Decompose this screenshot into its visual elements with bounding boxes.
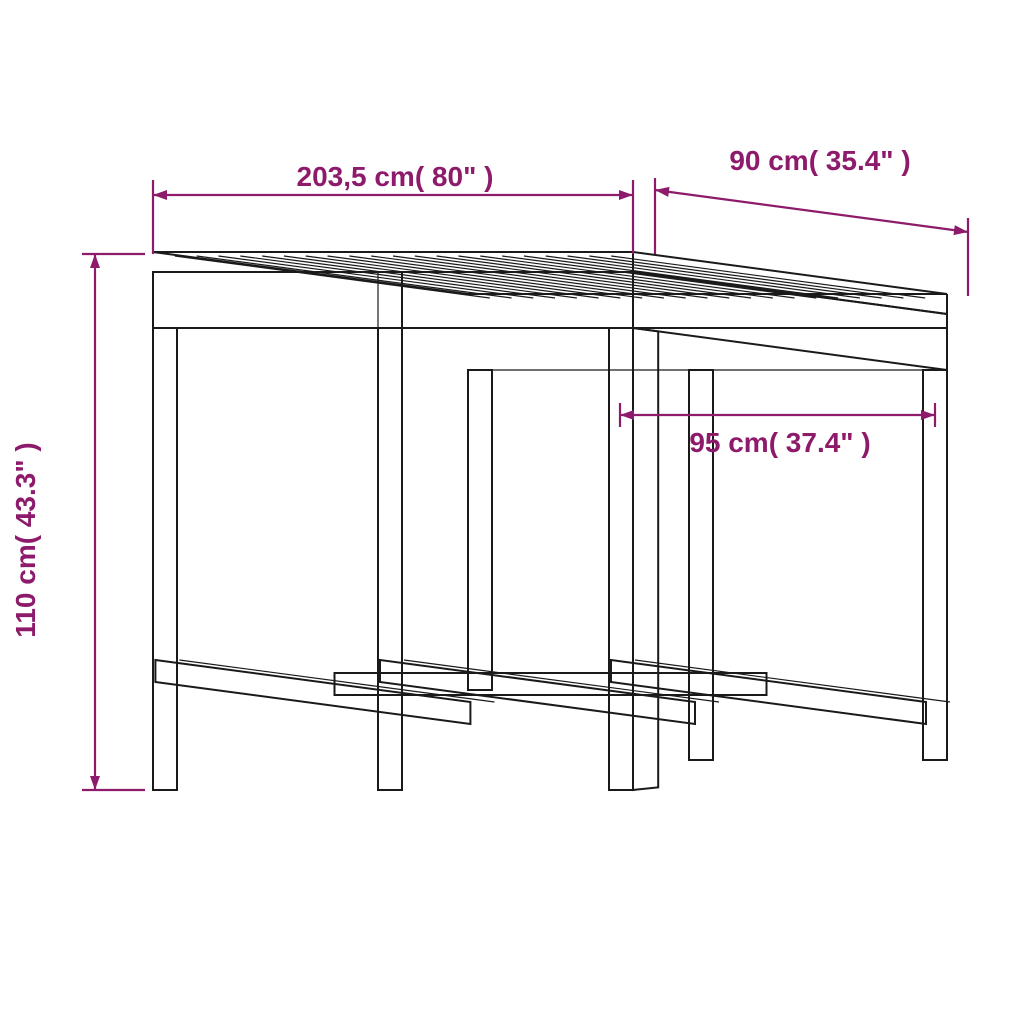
table-drawing: [153, 252, 950, 790]
depth-dimension-label: 90 cm( 35.4" ): [729, 145, 910, 176]
width-dimension-label: 203,5 cm( 80" ): [297, 161, 494, 192]
height-dimension-label: 110 cm( 43.3" ): [10, 442, 41, 637]
inner-dimension-label: 95 cm( 37.4" ): [689, 427, 870, 458]
